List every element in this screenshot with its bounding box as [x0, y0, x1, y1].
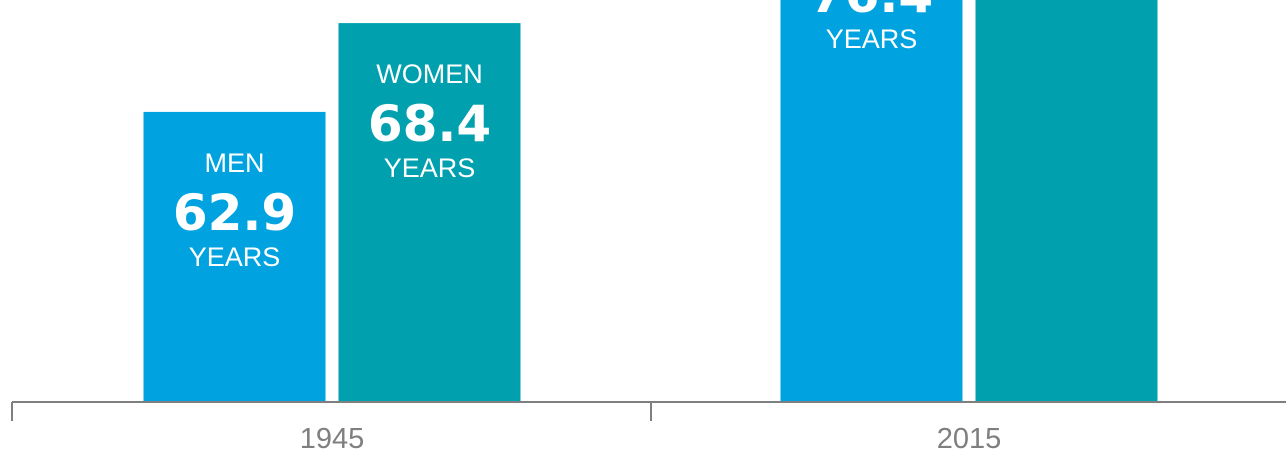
bar-men-2015 — [780, 0, 963, 401]
unit-label-men-1945: YEARS — [189, 242, 281, 272]
category-label-1945: 1945 — [300, 423, 365, 452]
bars-group: MEN62.9YEARSWOMEN68.4YEARSMEN76.4YEARSWO… — [143, 0, 1158, 402]
data-label-women-1945: 68.4 — [368, 95, 491, 153]
bar-women-1945 — [338, 23, 521, 402]
category-label-2015: 2015 — [937, 423, 1002, 452]
x-axis: 1945 2015 — [11, 401, 1286, 452]
unit-label-men-2015: YEARS — [826, 24, 918, 54]
data-label-men-1945: 62.9 — [173, 184, 296, 242]
unit-label-women-1945: YEARS — [384, 153, 476, 183]
bar-women-2015 — [975, 0, 1158, 401]
bar-men-1945 — [143, 111, 326, 401]
data-label-men-2015: 76.4 — [810, 0, 933, 24]
bar-name-label-women-1945: WOMEN — [376, 59, 482, 89]
bar-name-label-men-1945: MEN — [205, 148, 265, 178]
